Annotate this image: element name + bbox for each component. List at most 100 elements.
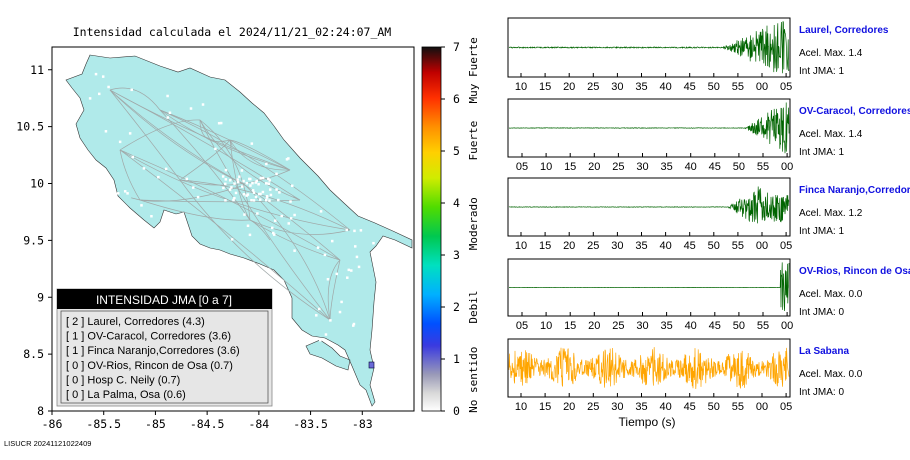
town-marker bbox=[329, 319, 332, 322]
town-marker bbox=[230, 186, 233, 189]
trace-panel: 10 15 20 25 30 35 40 45 50 55 00 05 Finca Naranjo,Co… bbox=[507, 177, 910, 252]
trace-tick-label: 50 bbox=[708, 401, 720, 413]
station-acel-max: Acel. Max. 1.4 bbox=[799, 48, 863, 59]
map-y-tick-label: 9.5 bbox=[23, 233, 44, 247]
trace-tick-label: 55 bbox=[732, 81, 744, 93]
town-marker bbox=[267, 177, 270, 181]
town-marker bbox=[228, 188, 232, 191]
road bbox=[244, 184, 331, 321]
town-marker bbox=[251, 189, 255, 192]
town-marker bbox=[248, 177, 251, 181]
road bbox=[199, 119, 331, 321]
town-marker bbox=[201, 103, 205, 106]
town-marker bbox=[248, 233, 252, 237]
road bbox=[119, 149, 141, 201]
trace-tick-label: 15 bbox=[539, 240, 551, 252]
town-marker bbox=[265, 162, 268, 166]
town-marker bbox=[150, 214, 153, 218]
town-marker bbox=[346, 276, 349, 279]
trace-tick-label: 45 bbox=[684, 81, 696, 93]
town-marker bbox=[242, 179, 245, 183]
trace-tick-label: 10 bbox=[515, 81, 527, 93]
town-marker bbox=[353, 229, 356, 233]
town-marker bbox=[166, 94, 169, 98]
road bbox=[179, 179, 351, 231]
station-name: OV-Caracol, Corredores bbox=[799, 106, 910, 117]
town-marker bbox=[265, 194, 269, 198]
road bbox=[159, 109, 351, 231]
town-marker bbox=[94, 72, 98, 76]
town-marker bbox=[340, 300, 343, 304]
trace-tick-label: 00 bbox=[756, 240, 768, 252]
town-marker bbox=[293, 213, 296, 217]
road bbox=[229, 139, 251, 221]
town-marker bbox=[326, 278, 330, 281]
town-marker bbox=[131, 155, 135, 159]
legend-title-bar bbox=[57, 289, 272, 309]
town-marker bbox=[140, 204, 143, 207]
map-y-tick-label: 8.5 bbox=[23, 347, 44, 361]
town-marker bbox=[331, 239, 334, 243]
map-y-tick-label: 9 bbox=[37, 290, 44, 304]
town-marker bbox=[273, 233, 276, 236]
town-marker bbox=[261, 190, 265, 194]
trace-tick-label: 50 bbox=[733, 320, 745, 332]
town-marker bbox=[261, 176, 265, 180]
road bbox=[159, 109, 291, 171]
road bbox=[329, 259, 341, 321]
time-axis-label: Tiempo (s) bbox=[619, 415, 676, 429]
town-marker bbox=[357, 265, 361, 269]
trace-tick-label: 40 bbox=[685, 161, 697, 173]
road bbox=[229, 139, 233, 147]
road bbox=[131, 197, 141, 201]
town-marker bbox=[259, 192, 262, 196]
town-marker bbox=[246, 224, 250, 228]
town-marker bbox=[335, 272, 339, 276]
town-marker bbox=[245, 194, 248, 197]
trace-tick-label: 10 bbox=[515, 240, 527, 252]
legend-item: [ 0 ] Hosp C. Neily (0.7) bbox=[66, 374, 180, 386]
map-x-tick-label: -86 bbox=[42, 417, 63, 431]
road bbox=[109, 89, 181, 181]
trace-tick-label: 35 bbox=[635, 240, 647, 252]
map-x-tick-label: -83.5 bbox=[293, 417, 328, 431]
road bbox=[109, 87, 161, 111]
town-marker bbox=[324, 333, 328, 336]
town-marker bbox=[224, 199, 227, 202]
trace-tick-label: 30 bbox=[636, 320, 648, 332]
town-marker bbox=[242, 193, 246, 196]
town-marker bbox=[323, 253, 327, 257]
trace-tick-label: 15 bbox=[539, 401, 551, 413]
town-marker bbox=[289, 200, 292, 203]
trace-tick-label: 45 bbox=[709, 320, 721, 332]
station-name: Finca Naranjo,Corredores bbox=[799, 185, 910, 196]
trace-tick-label: 10 bbox=[515, 401, 527, 413]
town-marker bbox=[185, 177, 189, 181]
town-marker bbox=[236, 178, 239, 181]
colorbar-tick-label: 2 bbox=[453, 300, 460, 314]
town-marker bbox=[315, 314, 318, 317]
trace-tick-label: 45 bbox=[684, 401, 696, 413]
town-marker bbox=[250, 142, 254, 145]
map-title: Intensidad calculada el 2024/11/21_02:24… bbox=[73, 25, 392, 39]
trace-tick-label: 10 bbox=[540, 320, 552, 332]
town-marker bbox=[338, 310, 342, 314]
trace-tick-label: 40 bbox=[659, 240, 671, 252]
town-marker bbox=[355, 255, 359, 259]
trace-tick-label: 20 bbox=[563, 240, 575, 252]
town-marker bbox=[222, 186, 225, 190]
map-x-tick-label: -84 bbox=[248, 417, 269, 431]
colorbar-tick-label: 3 bbox=[453, 248, 460, 262]
town-marker bbox=[268, 199, 271, 202]
colorbar-category-label: Moderado bbox=[467, 197, 480, 250]
town-marker bbox=[124, 206, 128, 210]
colorbar-tick-label: 4 bbox=[453, 196, 460, 210]
map-y-axis: 11 10.5 10 9.5 9 8.5 8 bbox=[16, 63, 52, 418]
road bbox=[249, 219, 341, 261]
legend-item: [ 2 ] Laurel, Corredores (4.3) bbox=[66, 316, 205, 328]
colorbar-gradient bbox=[421, 46, 442, 412]
trace-tick-label: 40 bbox=[659, 81, 671, 93]
town-marker bbox=[252, 199, 256, 202]
town-marker bbox=[245, 181, 249, 185]
town-marker bbox=[192, 186, 195, 189]
